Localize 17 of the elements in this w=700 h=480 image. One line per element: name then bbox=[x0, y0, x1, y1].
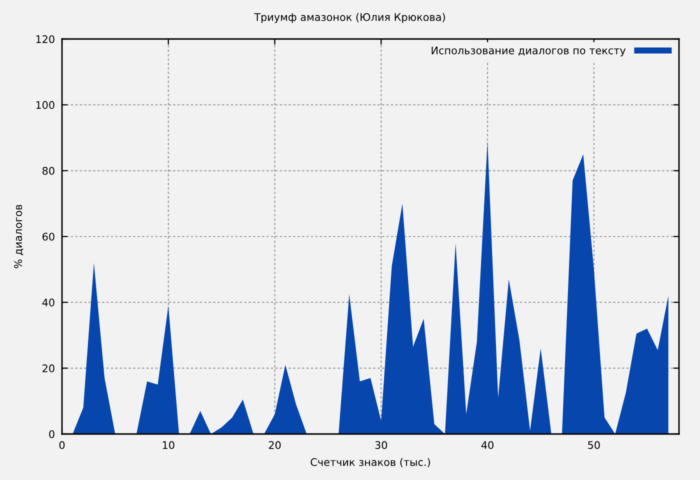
y-tick-label: 60 bbox=[42, 232, 54, 241]
y-tick-label: 80 bbox=[42, 166, 54, 175]
y-tick-label: 120 bbox=[36, 35, 54, 44]
x-tick-label: 10 bbox=[162, 441, 174, 450]
x-tick-label: 0 bbox=[59, 441, 65, 450]
x-tick-label: 40 bbox=[481, 441, 494, 450]
y-tick-label: 40 bbox=[42, 298, 54, 306]
y-tick-label: 20 bbox=[42, 364, 54, 372]
legend-label: Использование диалогов по тексту bbox=[432, 46, 626, 56]
y-tick-label: 100 bbox=[36, 101, 54, 109]
x-tick-label: 50 bbox=[588, 441, 600, 450]
x-tick-label: 20 bbox=[268, 441, 281, 450]
x-tick-label: 30 bbox=[375, 441, 388, 450]
y-axis-title: % диалогов bbox=[14, 204, 24, 268]
y-tick-label: 0 bbox=[49, 430, 54, 438]
chart-title: Триумф амазонок (Юлия Крюкова) bbox=[254, 12, 445, 24]
x-axis-title: Счетчик знаков (тыс.) bbox=[310, 458, 430, 468]
